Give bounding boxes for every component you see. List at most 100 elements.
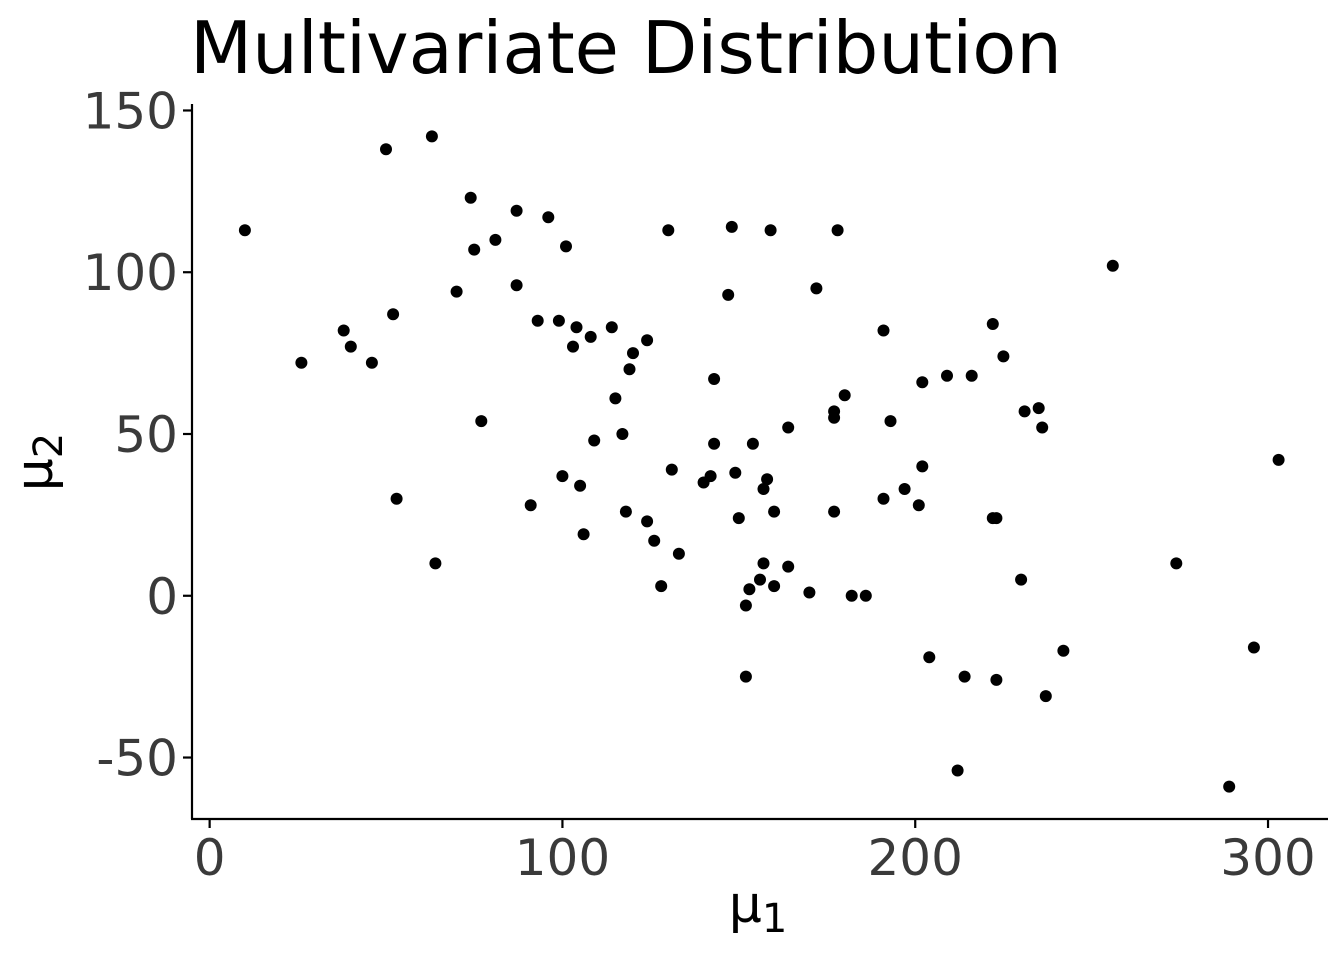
data-point-70 bbox=[845, 589, 858, 602]
y-axis-title-subscript: 2 bbox=[26, 433, 72, 458]
data-point-27 bbox=[584, 330, 597, 343]
y-tick-label-2: 50 bbox=[114, 406, 178, 464]
data-point-94 bbox=[1057, 644, 1070, 657]
data-point-21 bbox=[556, 470, 569, 483]
data-point-87 bbox=[990, 673, 1003, 686]
data-point-72 bbox=[877, 324, 890, 337]
data-point-11 bbox=[464, 191, 477, 204]
data-point-30 bbox=[609, 392, 622, 405]
data-point-93 bbox=[1039, 690, 1052, 703]
data-point-28 bbox=[588, 434, 601, 447]
y-tick-label-3: 100 bbox=[83, 244, 178, 302]
data-point-37 bbox=[648, 534, 661, 547]
data-point-47 bbox=[725, 220, 738, 233]
data-point-24 bbox=[570, 321, 583, 334]
data-point-97 bbox=[1223, 780, 1236, 793]
data-point-20 bbox=[552, 314, 565, 327]
data-point-12 bbox=[468, 243, 481, 256]
data-point-62 bbox=[782, 560, 795, 573]
y-tick-label-4: 150 bbox=[83, 82, 178, 140]
data-point-3 bbox=[344, 340, 357, 353]
data-point-23 bbox=[567, 340, 579, 353]
data-point-61 bbox=[782, 421, 795, 434]
y-axis-ticks: -50 0 50 100 150 bbox=[83, 82, 192, 788]
data-point-86 bbox=[990, 512, 1003, 525]
data-point-29 bbox=[605, 321, 618, 334]
data-point-90 bbox=[1018, 405, 1031, 418]
data-point-25 bbox=[574, 479, 587, 492]
data-point-26 bbox=[577, 528, 590, 541]
y-tick-label-1: 0 bbox=[146, 568, 178, 626]
data-point-92 bbox=[1036, 421, 1049, 434]
data-point-9 bbox=[429, 557, 442, 570]
data-point-43 bbox=[704, 470, 717, 483]
data-point-82 bbox=[958, 670, 971, 683]
data-point-79 bbox=[923, 651, 936, 664]
data-point-2 bbox=[337, 324, 350, 337]
data-point-18 bbox=[531, 314, 544, 327]
chart-title: Multivariate Distribution bbox=[190, 6, 1062, 90]
data-point-34 bbox=[627, 347, 639, 360]
data-point-10 bbox=[450, 285, 463, 298]
x-tick-label-1: 100 bbox=[515, 829, 610, 887]
data-point-66 bbox=[828, 411, 841, 424]
data-point-17 bbox=[524, 499, 537, 512]
data-point-57 bbox=[761, 473, 774, 486]
data-point-91 bbox=[1032, 402, 1045, 415]
data-point-69 bbox=[838, 389, 851, 402]
data-point-56 bbox=[757, 557, 770, 570]
data-point-8 bbox=[425, 130, 438, 143]
data-point-35 bbox=[641, 515, 654, 528]
data-point-98 bbox=[1247, 641, 1260, 654]
y-tick-label-0: -50 bbox=[96, 730, 178, 788]
data-point-46 bbox=[722, 288, 735, 301]
data-point-68 bbox=[831, 224, 844, 237]
data-point-78 bbox=[916, 376, 929, 389]
data-point-52 bbox=[743, 583, 756, 596]
data-point-41 bbox=[672, 547, 685, 560]
data-point-7 bbox=[390, 492, 403, 505]
data-point-1 bbox=[295, 356, 308, 369]
data-point-96 bbox=[1170, 557, 1183, 570]
data-point-22 bbox=[560, 240, 572, 253]
data-point-76 bbox=[912, 499, 925, 512]
data-point-80 bbox=[941, 369, 953, 382]
data-point-14 bbox=[489, 233, 502, 246]
x-axis-title-subscript: 1 bbox=[762, 896, 787, 942]
data-point-64 bbox=[810, 282, 823, 295]
points-layer bbox=[238, 130, 1285, 793]
data-point-13 bbox=[475, 415, 488, 428]
data-point-53 bbox=[746, 437, 759, 450]
data-point-71 bbox=[859, 589, 872, 602]
data-point-40 bbox=[665, 463, 678, 476]
data-point-32 bbox=[619, 505, 632, 518]
x-axis-title: μ1 bbox=[729, 875, 788, 942]
data-point-15 bbox=[510, 204, 523, 217]
data-point-4 bbox=[365, 356, 378, 369]
data-point-5 bbox=[380, 143, 392, 156]
x-axis-ticks: 0 100 200 300 bbox=[194, 819, 1316, 887]
data-point-39 bbox=[662, 224, 675, 237]
x-tick-label-2: 200 bbox=[868, 829, 963, 887]
data-point-36 bbox=[641, 334, 654, 347]
data-point-88 bbox=[997, 350, 1010, 363]
data-point-59 bbox=[768, 505, 781, 518]
data-point-0 bbox=[238, 224, 251, 237]
data-point-19 bbox=[542, 211, 555, 224]
y-axis-title: μ2 bbox=[5, 433, 72, 492]
data-point-48 bbox=[729, 466, 742, 479]
data-point-58 bbox=[764, 224, 777, 237]
data-point-50 bbox=[739, 599, 752, 612]
data-point-44 bbox=[708, 437, 721, 450]
data-point-84 bbox=[986, 318, 999, 330]
data-point-33 bbox=[623, 363, 636, 376]
data-point-67 bbox=[828, 505, 841, 518]
data-point-16 bbox=[510, 279, 523, 292]
data-point-74 bbox=[884, 415, 897, 428]
data-point-38 bbox=[655, 580, 668, 593]
data-point-73 bbox=[877, 492, 890, 505]
data-point-6 bbox=[387, 308, 400, 321]
data-point-83 bbox=[965, 369, 978, 382]
